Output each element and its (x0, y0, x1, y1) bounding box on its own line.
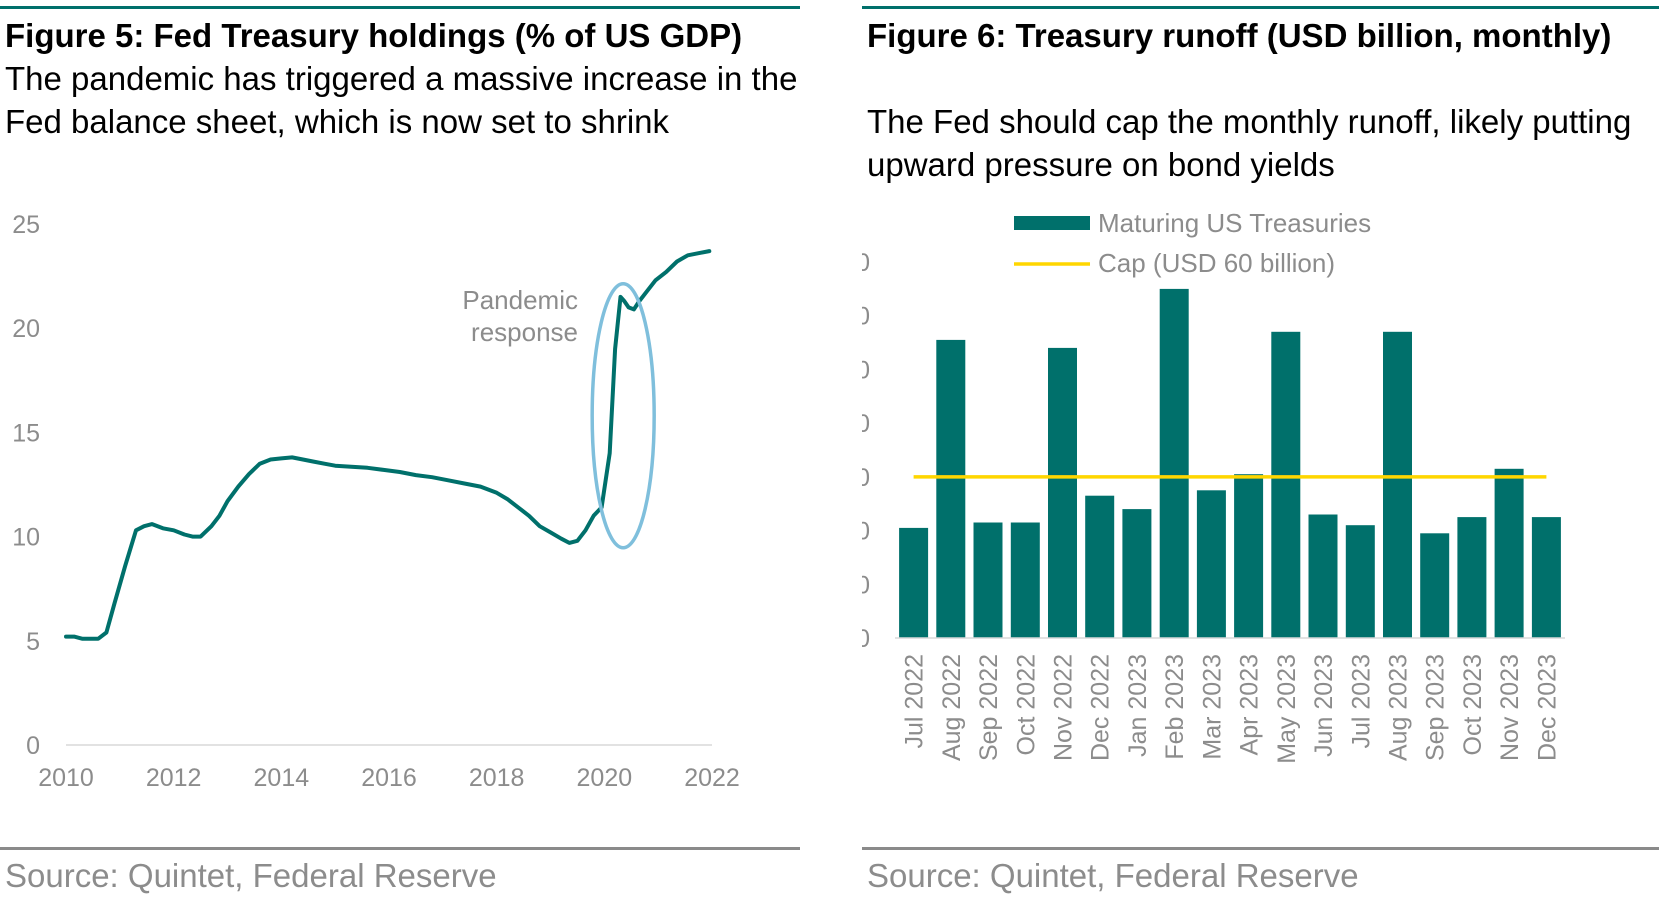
y-tick-label: 60 (862, 464, 870, 492)
x-tick-label: May 2023 (1273, 654, 1301, 764)
x-tick-label: Dec 2023 (1533, 654, 1561, 761)
x-tick-label: 2016 (361, 764, 417, 792)
pandemic-ellipse (590, 281, 656, 550)
bar (1345, 525, 1375, 638)
x-tick-label: Nov 2023 (1496, 654, 1524, 761)
bar (1457, 517, 1487, 638)
bar (973, 522, 1003, 638)
bar (1420, 533, 1450, 638)
bar (1122, 509, 1152, 638)
y-tick-label: 0 (26, 732, 40, 760)
y-tick-label: 100 (862, 356, 870, 384)
figure-6-title: Figure 6: Treasury runoff (USD billion, … (867, 17, 1612, 54)
x-tick-label: 2014 (254, 764, 310, 792)
figure-6-source: Source: Quintet, Federal Reserve (867, 857, 1359, 894)
legend-label: Cap (USD 60 billion) (1098, 248, 1335, 278)
figure-5-panel: Figure 5: Fed Treasury holdings (% of US… (0, 0, 800, 897)
bar (1010, 522, 1040, 638)
bottom-rule (862, 847, 1659, 850)
bar (1494, 468, 1524, 638)
figure-6-chart: 0 20 40 60 80 100 120 140 Jul 2022 Aug 2022 Sep 20… (862, 208, 1565, 764)
x-tick-label: Oct 2023 (1459, 654, 1487, 755)
x-tick-label: Apr 2023 (1236, 654, 1264, 755)
x-tick-label: Sep 2023 (1422, 654, 1450, 761)
x-tick-label: Jul 2023 (1347, 654, 1375, 749)
x-tick-label: Nov 2022 (1050, 654, 1078, 761)
x-tick-label: 2012 (146, 764, 202, 792)
x-tick-label: 2018 (469, 764, 525, 792)
x-tick-label: Sep 2022 (975, 654, 1003, 761)
y-tick-label: 15 (12, 419, 40, 447)
bar (1271, 331, 1301, 638)
x-tick-label: 2020 (577, 764, 633, 792)
figure-5-subtitle: The pandemic has triggered a massive inc… (5, 60, 798, 140)
bar (1048, 347, 1077, 638)
y-tick-label: 80 (862, 410, 870, 438)
x-tick-label: Mar 2023 (1198, 654, 1226, 760)
annotation-label: Pandemic (462, 285, 578, 315)
x-tick-label: Dec 2022 (1087, 654, 1115, 761)
annotation-label: response (471, 317, 578, 347)
bar (1085, 495, 1115, 638)
y-tick-label: 20 (862, 571, 870, 599)
bar (1196, 490, 1226, 638)
x-tick-label: Jun 2023 (1310, 654, 1338, 757)
x-tick-label: Jul 2022 (901, 654, 929, 749)
top-rule (862, 6, 1659, 9)
y-tick-label: 10 (12, 524, 40, 552)
x-tick-label: Aug 2023 (1385, 654, 1413, 761)
bar (1159, 288, 1189, 638)
figure-5-title: Figure 5: Fed Treasury holdings (% of US… (5, 17, 743, 54)
y-tick-label: 140 (862, 249, 870, 277)
x-tick-label: Aug 2022 (938, 654, 966, 761)
bar (899, 527, 929, 638)
y-tick-label: 20 (12, 315, 40, 343)
bar (1531, 517, 1561, 638)
y-tick-label: 40 (862, 518, 870, 546)
figure-5-source: Source: Quintet, Federal Reserve (5, 857, 497, 894)
figure-5-chart: 0 5 10 15 20 25 2010 2012 2014 2016 2018 2020 2022 Pa… (12, 211, 740, 792)
bottom-rule (0, 847, 800, 850)
bar (936, 339, 966, 638)
x-tick-label: 2010 (38, 764, 94, 792)
top-rule (0, 6, 800, 9)
y-tick-label: 120 (862, 303, 870, 331)
bar (1308, 514, 1338, 638)
legend-swatch-bar (1014, 216, 1090, 230)
legend-label: Maturing US Treasuries (1098, 208, 1371, 238)
y-tick-label: 5 (26, 628, 40, 656)
figure-6-subtitle: The Fed should cap the monthly runoff, l… (867, 103, 1632, 183)
figure-6-panel: Figure 6: Treasury runoff (USD billion, … (862, 0, 1659, 897)
x-tick-label: Jan 2023 (1124, 654, 1152, 757)
y-tick-label: 25 (12, 211, 40, 239)
x-tick-label: 2022 (684, 764, 740, 792)
y-tick-label: 0 (862, 625, 870, 653)
x-tick-label: Feb 2023 (1161, 654, 1189, 760)
bar (1234, 474, 1264, 638)
bar (1383, 331, 1412, 638)
series-line (64, 249, 712, 641)
x-tick-label: Oct 2022 (1012, 654, 1040, 755)
